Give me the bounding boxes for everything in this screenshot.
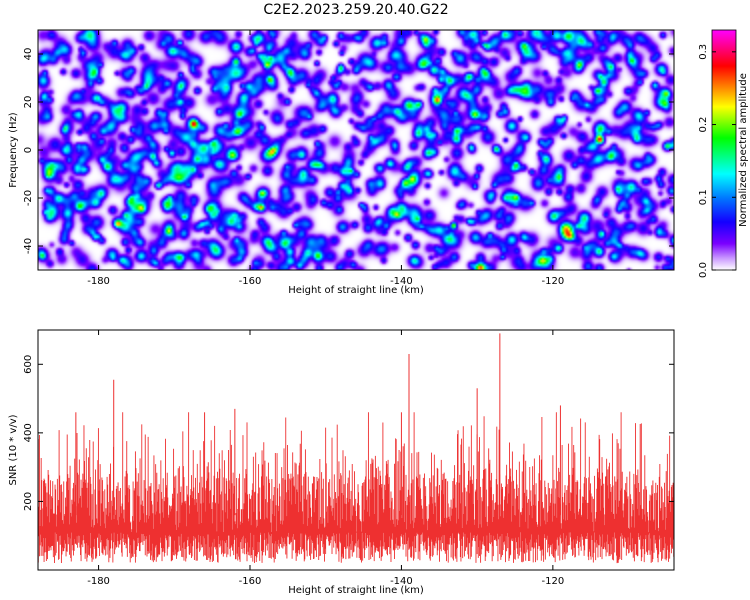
colorbar-label: Normalized spectral amplitude (738, 73, 749, 227)
colorbar-gradient (711, 29, 737, 271)
snr-ylabel: SNR (10 * v/v) (8, 414, 19, 485)
y-tick-label: 400 (23, 423, 34, 442)
heatmap-panel: -180 -160 -140 -120 -40 -20 0 20 40 Height of st… (8, 29, 675, 296)
snr-frame (37, 329, 675, 571)
y-tick-label: 200 (23, 492, 34, 511)
chart-title: C2E2.2023.259.20.40.G22 (263, 2, 448, 18)
y-tick-label: 40 (23, 48, 34, 61)
snr-xlabel: Height of straight line (km) (288, 585, 424, 596)
snr-series (38, 333, 674, 564)
y-tick-label: -40 (23, 238, 34, 254)
x-tick-label: -160 (239, 576, 262, 587)
x-tick-label: -140 (390, 276, 413, 287)
snr-noise-trace (38, 412, 674, 564)
x-tick-label: -140 (390, 576, 413, 587)
colorbar-tick-label: 0.3 (698, 44, 709, 60)
x-tick-label: -160 (239, 276, 262, 287)
y-tick-label: 20 (23, 96, 34, 109)
snr-axes: -180 -160 -140 -120 200 400 600 (23, 330, 674, 587)
x-tick-label: -120 (542, 276, 565, 287)
colorbar: 0.0 0.1 0.2 0.3 Normalized spectral amplitu… (698, 29, 749, 278)
x-tick-label: -120 (542, 576, 565, 587)
colorbar-tick-label: 0.1 (698, 189, 709, 205)
colorbar-ticks: 0.0 0.1 0.2 0.3 (698, 44, 736, 278)
colorbar-tick-label: 0.0 (698, 262, 709, 278)
y-tick-label: 600 (23, 355, 34, 374)
y-tick-label: 0 (23, 147, 34, 153)
x-tick-label: -180 (87, 276, 110, 287)
snr-panel: -180 -160 -140 -120 200 400 600 Height of stra… (8, 329, 675, 596)
colorbar-tick-label: 0.2 (698, 117, 709, 133)
x-tick-label: -180 (87, 576, 110, 587)
heatmap-axes: -180 -160 -140 -120 -40 -20 0 20 40 (23, 30, 674, 287)
y-tick-label: -20 (23, 190, 34, 206)
heatmap-xlabel: Height of straight line (km) (288, 285, 424, 296)
heatmap-image (38, 30, 674, 270)
heatmap-ylabel: Frequency (Hz) (8, 112, 19, 188)
